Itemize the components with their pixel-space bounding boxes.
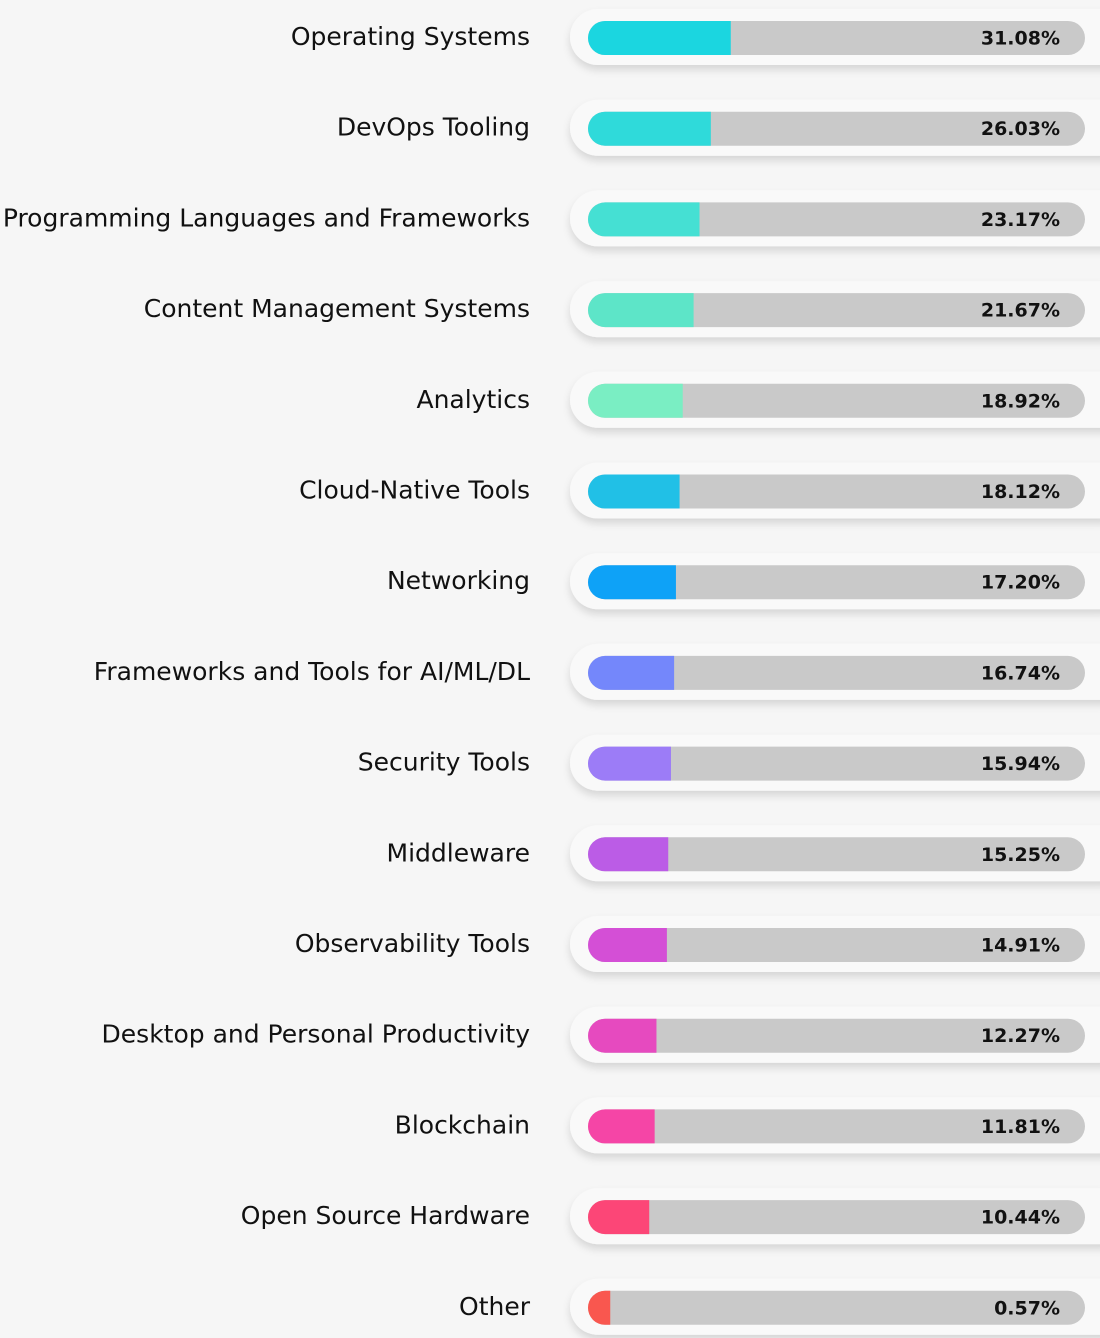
category-label: Desktop and Personal Productivity bbox=[102, 1020, 531, 1049]
bar-track bbox=[588, 202, 1085, 237]
bar bbox=[588, 383, 683, 418]
value-label: 16.74% bbox=[981, 662, 1060, 684]
bar-track bbox=[588, 928, 1085, 962]
value-label: 15.25% bbox=[981, 844, 1060, 866]
category-label: Cloud-Native Tools bbox=[299, 476, 530, 505]
value-label: 0.57% bbox=[994, 1297, 1060, 1319]
category-label: Middleware bbox=[387, 838, 530, 867]
value-label: 10.44% bbox=[981, 1207, 1060, 1229]
category-label: Other bbox=[459, 1292, 531, 1321]
bar-track bbox=[588, 1109, 1085, 1144]
category-label: Observability Tools bbox=[295, 929, 530, 958]
bar-track bbox=[588, 565, 1085, 600]
bar bbox=[588, 1290, 611, 1325]
bar bbox=[588, 21, 731, 55]
category-label: Analytics bbox=[416, 385, 530, 414]
category-label: Operating Systems bbox=[291, 22, 530, 51]
bar bbox=[588, 837, 669, 872]
bar bbox=[588, 474, 680, 509]
bar-track bbox=[588, 655, 1085, 690]
value-label: 15.94% bbox=[981, 753, 1060, 775]
category-label: Open Source Hardware bbox=[241, 1201, 530, 1230]
bar bbox=[588, 111, 711, 146]
bar-track bbox=[588, 837, 1085, 872]
bar bbox=[588, 1018, 657, 1053]
category-label: Networking bbox=[387, 566, 530, 595]
value-label: 21.67% bbox=[981, 300, 1060, 322]
bar bbox=[588, 202, 700, 237]
bar-track bbox=[588, 1200, 1085, 1235]
value-label: 31.08% bbox=[981, 28, 1060, 50]
category-label: Content Management Systems bbox=[144, 294, 530, 323]
bar-track bbox=[588, 293, 1085, 328]
bar bbox=[588, 565, 676, 600]
category-label: Programming Languages and Frameworks bbox=[3, 203, 530, 232]
bar-track bbox=[588, 746, 1085, 781]
value-label: 18.92% bbox=[981, 390, 1060, 412]
value-label: 14.91% bbox=[981, 935, 1060, 957]
value-label: 11.81% bbox=[981, 1116, 1060, 1138]
bar bbox=[588, 746, 671, 781]
bar-track bbox=[588, 474, 1085, 509]
value-label: 26.03% bbox=[981, 118, 1060, 140]
bar bbox=[588, 928, 667, 962]
value-label: 23.17% bbox=[981, 209, 1060, 231]
bar bbox=[588, 655, 675, 690]
category-label: Frameworks and Tools for AI/ML/DL bbox=[94, 657, 530, 686]
category-label: Security Tools bbox=[358, 748, 530, 777]
value-label: 12.27% bbox=[981, 1025, 1060, 1047]
bar-track bbox=[588, 111, 1085, 146]
value-label: 17.20% bbox=[981, 572, 1060, 594]
bar bbox=[588, 1109, 655, 1144]
category-label: DevOps Tooling bbox=[337, 113, 530, 142]
value-label: 18.12% bbox=[981, 481, 1060, 503]
bar bbox=[588, 293, 694, 328]
bar-track bbox=[588, 383, 1085, 418]
bar-track bbox=[588, 1290, 1085, 1325]
bar bbox=[588, 1200, 650, 1235]
bar-track bbox=[588, 1018, 1085, 1053]
category-label: Blockchain bbox=[395, 1110, 530, 1139]
